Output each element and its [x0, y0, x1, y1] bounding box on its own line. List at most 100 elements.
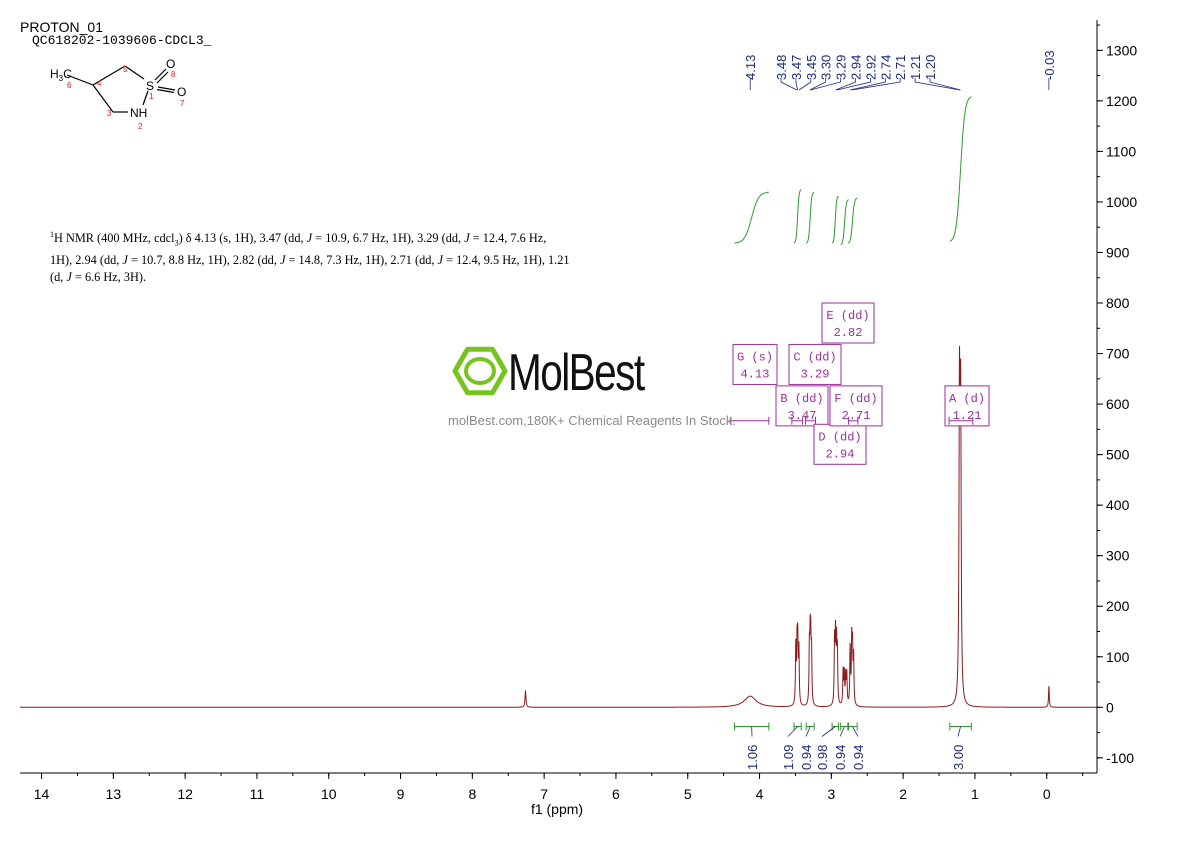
molecule-structure: H3C S O O NH 1 2 3 4 5 6 7 8 [50, 57, 186, 131]
y-tick-label: 400 [1106, 497, 1130, 513]
peak-label: 3.47 [789, 55, 804, 80]
multiplet-box [829, 385, 883, 427]
atom-number-7: 7 [180, 99, 185, 108]
atom-number-2: 2 [138, 122, 143, 131]
y-tick-label: 0 [1106, 699, 1114, 715]
integral-curve [831, 195, 839, 244]
peak-label: 2.92 [863, 55, 878, 80]
multiplet-label: F (dd) [834, 392, 877, 406]
multiplet-box [788, 343, 842, 385]
logo-ring [464, 357, 496, 385]
integral-curve [949, 96, 972, 242]
x-tick-label: 11 [250, 786, 265, 802]
peak-label: 1.21 [908, 55, 923, 80]
peak-label: 3.45 [804, 55, 819, 80]
integral-curve [805, 191, 815, 244]
peak-label: 1.20 [923, 55, 938, 80]
nmr-text-part: = 10.7, 8.8 Hz, 1H), 2.82 (dd, [127, 252, 280, 267]
nmr-j: J [306, 231, 313, 246]
y-tick-label: 100 [1106, 649, 1130, 665]
y-tick-label: 600 [1106, 396, 1130, 412]
integral-value: 0.94 [851, 745, 866, 770]
nmr-j: J [464, 231, 470, 246]
peak-leader [795, 78, 798, 91]
integral-leader [805, 726, 811, 737]
methyl-label: H3C [50, 67, 72, 83]
integral-leader [839, 726, 845, 737]
nmr-text-part: = 12.4, 7.6 Hz, [469, 231, 547, 246]
x-tick-label: 2 [899, 786, 907, 802]
nmr-j: J [122, 252, 128, 267]
multiplet-value: 3.47 [788, 409, 817, 423]
x-tick-label: 7 [540, 786, 548, 802]
integral-value: 0.94 [799, 745, 814, 770]
x-tick-label: 8 [468, 786, 476, 802]
multiplet-label: A (d) [949, 392, 985, 406]
multiplet-value: 2.94 [826, 447, 855, 461]
multiplet-value: 4.13 [741, 367, 770, 381]
y-tick-label: 1300 [1106, 42, 1137, 58]
integral-leader [821, 726, 836, 737]
peak-label: 2.71 [893, 55, 908, 80]
multiplet-box [732, 343, 778, 385]
peak-leader [835, 78, 856, 91]
watermark-url: molBest.com,180K+ Chemical Reagents In S… [448, 413, 736, 428]
sample-id: QC618202-1039606-CDCL3_ [32, 33, 212, 48]
peak-leader [810, 78, 841, 91]
sulfur-atom: S [146, 79, 154, 93]
multiplet-label: D (dd) [818, 430, 861, 444]
y-tick-label: 1000 [1106, 194, 1137, 210]
x-tick-label: 12 [177, 786, 193, 802]
x-tick-label: 6 [612, 786, 620, 802]
spectrum-title: PROTON_01 [20, 19, 103, 35]
peak-label: 3.29 [834, 55, 849, 80]
integral-leader [852, 726, 859, 737]
y-tick-label: -100 [1106, 750, 1134, 766]
peak-leader [849, 78, 886, 91]
nmr-text-part: = 10.9, 6.7 Hz, 1H), 3.29 (dd, [312, 231, 465, 246]
x-tick-label: 10 [321, 786, 337, 802]
nmr-text-part: = 14.8, 7.3 Hz, 1H), 2.71 (dd, [285, 252, 438, 267]
atom-number-5: 5 [123, 65, 128, 74]
peak-label: 3.48 [774, 55, 789, 80]
x-tick-label: 0 [1043, 786, 1051, 802]
oxygen-atom-right: O [177, 85, 186, 99]
nmr-text-part: H NMR (400 MHz, cdcl [54, 231, 175, 246]
integral-curve [847, 197, 858, 244]
nmr-superscript: 1 [50, 230, 54, 239]
peak-leader [809, 78, 827, 91]
multiplet-label: G (s) [737, 350, 773, 364]
atom-number-8: 8 [171, 70, 176, 79]
multiplet-box [944, 385, 990, 427]
nmr-j: J [437, 252, 444, 267]
peak-label: -0.03 [1042, 50, 1057, 80]
x-tick-label: 1 [971, 786, 979, 802]
x-axis-label: f1 (ppm) [531, 801, 583, 817]
integral-curve [840, 199, 849, 246]
peak-label: 2.74 [878, 55, 893, 80]
atom-number-3: 3 [107, 109, 112, 118]
multiplet-box [821, 302, 875, 344]
multiplet-box [813, 423, 867, 465]
multiplet-value: 1.21 [953, 409, 982, 423]
nmr-text-part: = 6.6 Hz, 3H). [71, 269, 147, 284]
y-tick-label: 300 [1106, 548, 1130, 564]
multiplet-box [775, 385, 829, 427]
integral-leader [957, 726, 961, 737]
x-tick-label: 14 [34, 786, 50, 802]
multiplet-label: E (dd) [826, 309, 869, 323]
multiplet-label: C (dd) [793, 350, 836, 364]
nmr-description: 1H NMR (400 MHz, cdcl3) δ 4.13 (s, 1H), … [50, 226, 610, 286]
atom-number-4: 4 [97, 79, 102, 88]
y-tick-label: 200 [1106, 598, 1130, 614]
integral-curve [734, 191, 769, 244]
x-tick-label: 9 [397, 786, 405, 802]
atom-number-6: 6 [67, 81, 72, 90]
integral-curve [793, 189, 802, 244]
y-tick-label: 1100 [1106, 143, 1136, 159]
x-tick-label: 3 [827, 786, 835, 802]
integral-value: 3.00 [951, 745, 966, 770]
peak-leader [852, 78, 901, 91]
y-tick-label: 1200 [1106, 93, 1137, 109]
